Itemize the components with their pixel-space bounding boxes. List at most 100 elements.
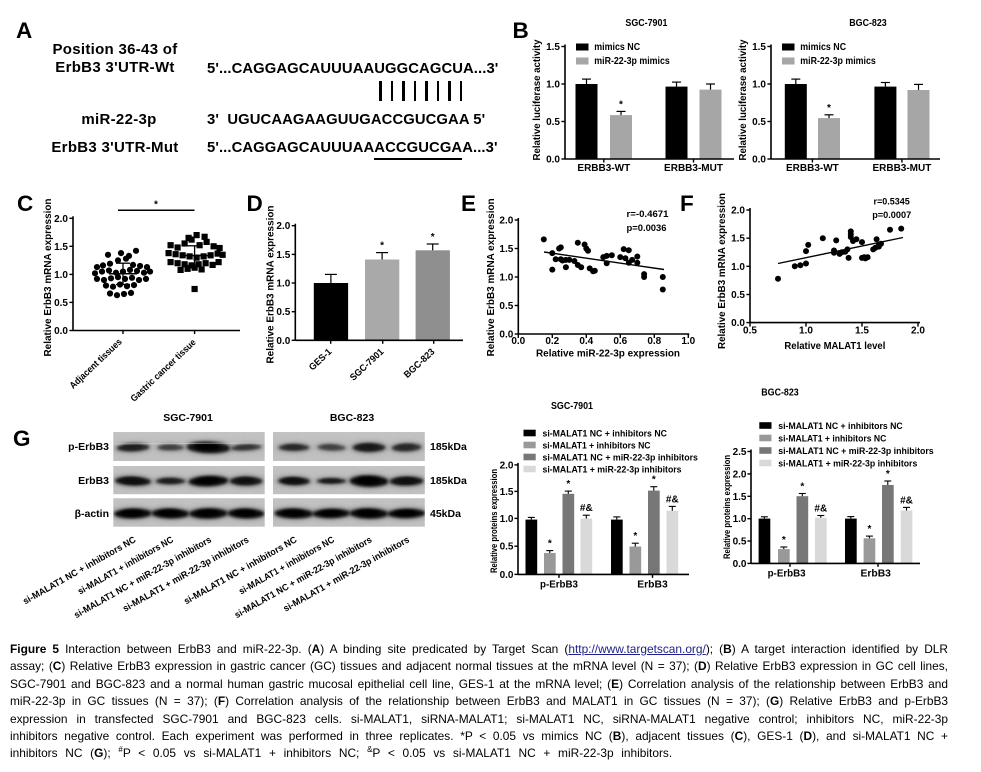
svg-text:ERBB3-WT: ERBB3-WT [786, 163, 839, 174]
svg-text:0.5: 0.5 [276, 307, 290, 318]
svg-text:ERBB3-MUT: ERBB3-MUT [872, 163, 931, 174]
svg-text:ErbB3: ErbB3 [637, 579, 668, 591]
svg-text:0.5: 0.5 [54, 298, 68, 309]
svg-text:Relative ErbB3 mRNA expression: Relative ErbB3 mRNA expression [265, 206, 277, 364]
svg-text:0.0: 0.0 [546, 155, 560, 166]
svg-text:*: * [827, 103, 831, 114]
svg-text:SGC-7901: SGC-7901 [163, 412, 213, 424]
svg-text:Relative ErbB3 mRNA expression: Relative ErbB3 mRNA expression [42, 199, 54, 357]
svg-text:1.5: 1.5 [731, 234, 745, 245]
svg-text:miR-22-3p mimics: miR-22-3p mimics [594, 56, 670, 67]
svg-text:1.0: 1.0 [546, 80, 560, 91]
svg-text:β-actin: β-actin [75, 508, 109, 520]
svg-text:*: * [380, 241, 384, 252]
svg-text:#&: #& [580, 503, 593, 514]
svg-text:si-MALAT1 NC + inhibitors NC: si-MALAT1 NC + inhibitors NC [543, 429, 668, 440]
svg-text:SGC-7901: SGC-7901 [551, 400, 593, 412]
svg-text:0.0: 0.0 [752, 155, 766, 166]
svg-text:ERBB3-MUT: ERBB3-MUT [664, 163, 723, 174]
svg-text:p-ErbB3: p-ErbB3 [768, 568, 806, 580]
svg-text:SGC-7901: SGC-7901 [348, 346, 387, 383]
svg-text:*: * [782, 535, 786, 546]
svg-text:*: * [652, 475, 656, 486]
svg-text:*: * [619, 99, 623, 110]
svg-text:mimics NC: mimics NC [800, 42, 846, 53]
svg-text:si-MALAT1 NC + inhibitors NC: si-MALAT1 NC + inhibitors NC [778, 421, 903, 432]
svg-text:ERBB3-WT: ERBB3-WT [577, 163, 630, 174]
svg-text:BGC-823: BGC-823 [330, 412, 375, 424]
svg-text:0.5: 0.5 [546, 117, 560, 128]
svg-text:si-MALAT1 NC + miR-22-3p inhib: si-MALAT1 NC + miR-22-3p inhibitors [778, 446, 933, 457]
svg-text:0.0: 0.0 [54, 326, 68, 337]
svg-text:*: * [800, 482, 804, 493]
svg-text:1.0: 1.0 [54, 270, 68, 281]
svg-text:p=0.0036: p=0.0036 [627, 223, 667, 234]
svg-text:0.5: 0.5 [752, 117, 766, 128]
svg-text:*: * [548, 539, 552, 550]
svg-text:1.0: 1.0 [499, 273, 513, 284]
svg-text:1.0: 1.0 [799, 326, 813, 337]
svg-text:1.0: 1.0 [500, 514, 514, 525]
svg-text:Gastric cancer tissue: Gastric cancer tissue [128, 336, 198, 403]
svg-text:*: * [154, 200, 158, 211]
svg-text:*: * [633, 531, 637, 542]
svg-text:0.2: 0.2 [545, 336, 559, 347]
svg-text:Adjacent tissues: Adjacent tissues [67, 336, 124, 391]
svg-text:0.0: 0.0 [733, 559, 747, 570]
svg-text:0.5: 0.5 [499, 301, 513, 312]
svg-text:1.5: 1.5 [546, 42, 560, 53]
svg-text:0.8: 0.8 [647, 336, 661, 347]
svg-text:mimics NC: mimics NC [594, 42, 640, 53]
svg-text:0.5: 0.5 [500, 542, 514, 553]
svg-text:r=-0.4671: r=-0.4671 [627, 209, 670, 220]
svg-text:*: * [867, 524, 871, 535]
svg-text:0.4: 0.4 [579, 336, 593, 347]
svg-text:si-MALAT1 NC + miR-22-3p inhib: si-MALAT1 NC + miR-22-3p inhibitors [543, 453, 698, 464]
svg-text:2.0: 2.0 [500, 460, 514, 471]
svg-text:2.0: 2.0 [731, 206, 745, 217]
svg-text:si-MALAT1 + inhibitors NC: si-MALAT1 + inhibitors NC [778, 434, 886, 445]
svg-text:ErbB3: ErbB3 [860, 568, 891, 580]
svg-text:0.6: 0.6 [613, 336, 627, 347]
svg-text:Relative proteins expression: Relative proteins expression [722, 455, 733, 559]
svg-text:si-MALAT1 + inhibitors NC: si-MALAT1 + inhibitors NC [543, 441, 651, 452]
svg-text:0.0: 0.0 [511, 336, 525, 347]
svg-text:1.0: 1.0 [752, 80, 766, 91]
svg-text:Relative proteins expression: Relative proteins expression [489, 469, 500, 573]
svg-text:1.5: 1.5 [276, 250, 290, 261]
svg-text:1.5: 1.5 [54, 242, 68, 253]
svg-text:p=0.0007: p=0.0007 [872, 210, 911, 221]
svg-text:1.5: 1.5 [499, 244, 513, 255]
svg-text:0.0: 0.0 [499, 330, 513, 341]
svg-text:45kDa: 45kDa [430, 508, 461, 520]
svg-text:*: * [886, 469, 890, 480]
svg-text:BGC-823: BGC-823 [761, 387, 799, 399]
svg-text:185kDa: 185kDa [430, 441, 467, 453]
svg-text:2.0: 2.0 [499, 216, 513, 227]
svg-text:0.0: 0.0 [276, 336, 290, 347]
svg-text:1.5: 1.5 [733, 492, 747, 503]
svg-text:p-ErbB3: p-ErbB3 [68, 441, 109, 453]
svg-text:2.0: 2.0 [276, 221, 290, 232]
svg-text:Relative luciferase activity: Relative luciferase activity [532, 39, 543, 160]
svg-text:2.0: 2.0 [733, 469, 747, 480]
svg-text:1.5: 1.5 [855, 326, 869, 337]
svg-text:ErbB3: ErbB3 [78, 475, 109, 487]
svg-text:#&: #& [900, 495, 913, 506]
svg-text:2.0: 2.0 [911, 326, 925, 337]
svg-text:0.0: 0.0 [500, 570, 514, 581]
svg-text:1.0: 1.0 [733, 514, 747, 525]
svg-text:si-MALAT1 + miR-22-3p inhibito: si-MALAT1 + miR-22-3p inhibitors [778, 459, 917, 470]
svg-text:1.0: 1.0 [731, 262, 745, 273]
svg-text:0.5: 0.5 [731, 290, 745, 301]
svg-text:p-ErbB3: p-ErbB3 [540, 579, 578, 591]
svg-text:0.5: 0.5 [733, 537, 747, 548]
svg-text:0.5: 0.5 [743, 326, 757, 337]
svg-text:1.5: 1.5 [752, 42, 766, 53]
svg-text:r=0.5345: r=0.5345 [874, 197, 911, 208]
svg-text:Relative miR-22-3p expression: Relative miR-22-3p expression [536, 348, 680, 360]
svg-text:si-MALAT1 + miR-22-3p inhibito: si-MALAT1 + miR-22-3p inhibitors [543, 465, 682, 476]
svg-text:*: * [431, 232, 435, 243]
svg-text:GES-1: GES-1 [307, 346, 335, 373]
svg-text:SGC-7901: SGC-7901 [625, 17, 667, 29]
